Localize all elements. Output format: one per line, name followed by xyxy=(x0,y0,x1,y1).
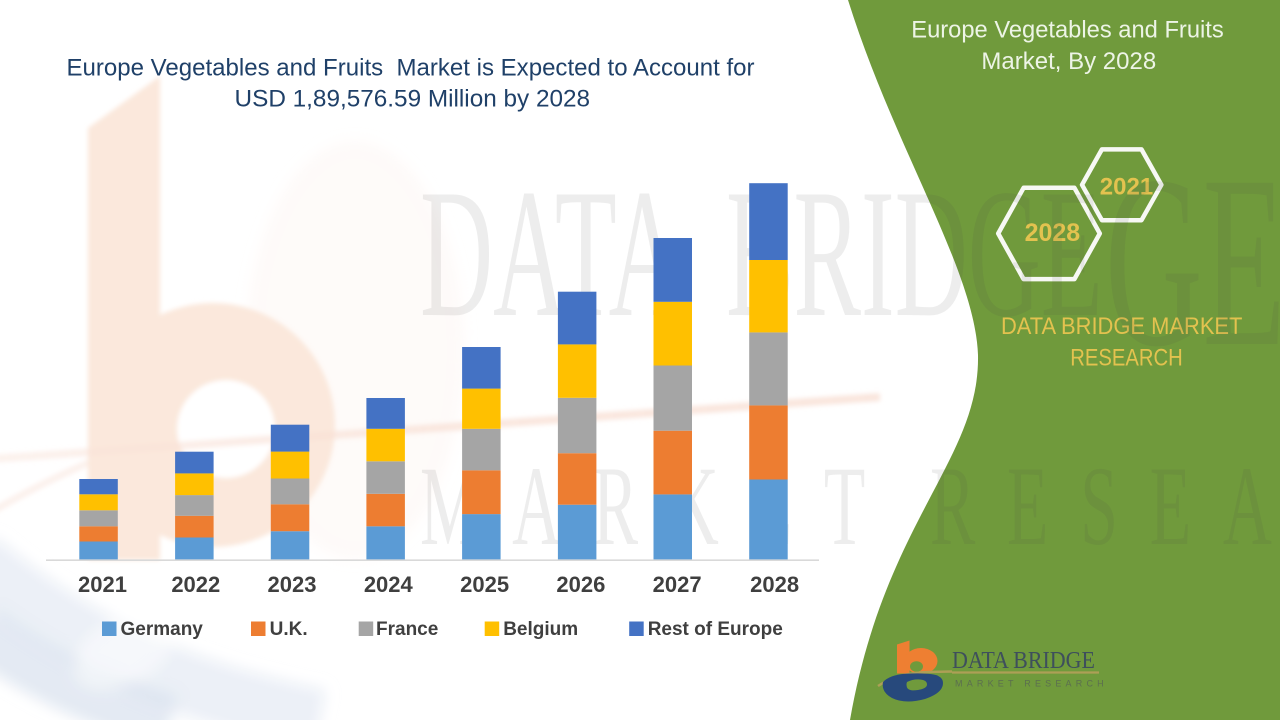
svg-text:2021: 2021 xyxy=(78,572,127,597)
svg-text:Rest of Europe: Rest of Europe xyxy=(648,619,783,640)
svg-text:2027: 2027 xyxy=(653,572,702,597)
svg-text:France: France xyxy=(376,619,438,640)
svg-text:Market, By 2028: Market, By 2028 xyxy=(981,48,1156,75)
svg-text:2026: 2026 xyxy=(556,572,605,597)
svg-text:Europe Vegetables and Fruits: Europe Vegetables and Fruits xyxy=(911,17,1224,44)
svg-text:U.K.: U.K. xyxy=(270,619,308,640)
svg-text:2028: 2028 xyxy=(750,572,799,597)
svg-text:RESEARCH: RESEARCH xyxy=(1070,345,1183,372)
svg-text:GE: GE xyxy=(1105,125,1280,398)
svg-text:MARKET RESEARCH: MARKET RESEARCH xyxy=(955,679,1108,689)
svg-text:2021: 2021 xyxy=(1100,174,1153,201)
svg-text:2024: 2024 xyxy=(364,572,414,597)
svg-text:Germany: Germany xyxy=(121,619,204,640)
svg-text:USD 1,89,576.59 Million by 202: USD 1,89,576.59 Million by 2028 xyxy=(235,86,591,113)
svg-text:Belgium: Belgium xyxy=(503,619,578,640)
svg-text:2022: 2022 xyxy=(171,572,220,597)
svg-text:2025: 2025 xyxy=(460,572,509,597)
svg-text:DATA: DATA xyxy=(420,153,682,356)
svg-text:RESEARCH: RESEARCH xyxy=(930,445,1280,570)
svg-text:2028: 2028 xyxy=(1025,219,1081,247)
svg-text:Europe Vegetables and Fruits: Europe Vegetables and Fruits Market is E… xyxy=(67,55,755,82)
svg-text:2023: 2023 xyxy=(268,572,317,597)
svg-text:DATA BRIDGE: DATA BRIDGE xyxy=(952,648,1095,674)
svg-text:DATA BRIDGE MARKET: DATA BRIDGE MARKET xyxy=(1001,313,1243,340)
svg-text:BRIDGE: BRIDGE xyxy=(726,153,1103,356)
